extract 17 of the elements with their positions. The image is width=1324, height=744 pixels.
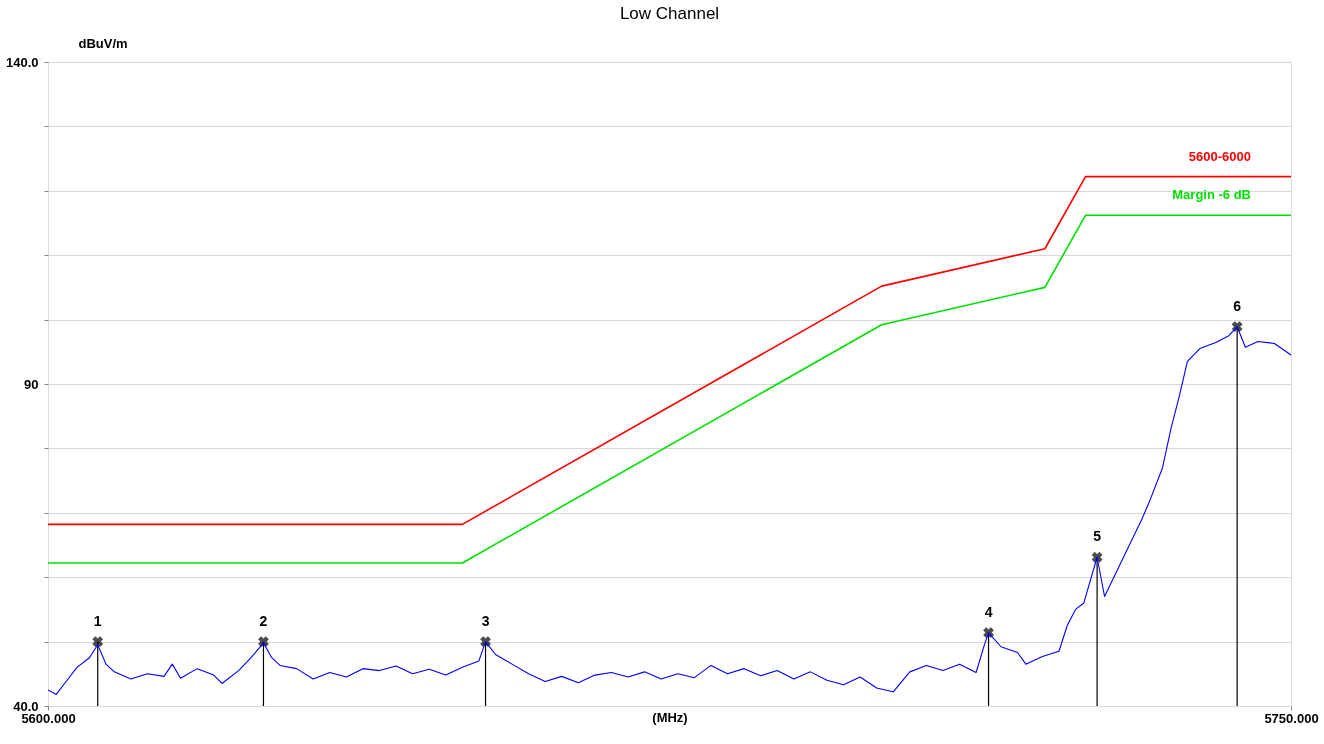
chart-title: Low Channel — [619, 4, 720, 23]
series-label: 5600-6000 — [1188, 148, 1251, 164]
annotation: 5 — [1093, 528, 1102, 545]
point — [92, 636, 104, 648]
line-series — [48, 214, 1291, 564]
x-axis-title: (MHz) — [652, 709, 688, 725]
annotation: 6 — [1233, 297, 1242, 314]
annotation: 1 — [93, 612, 102, 629]
y-tick-label: 140.0 — [5, 54, 39, 70]
y-tick-label: 90 — [24, 376, 39, 392]
annotation: 4 — [984, 603, 993, 620]
line-series — [48, 175, 1291, 526]
x-tick-label: 5750.000 — [1264, 710, 1319, 726]
series-label: Margin -6 dB — [1172, 187, 1251, 203]
annotation: 3 — [481, 612, 490, 629]
y-axis-title: dBuV/m — [78, 35, 128, 51]
annotation: 2 — [259, 612, 268, 629]
